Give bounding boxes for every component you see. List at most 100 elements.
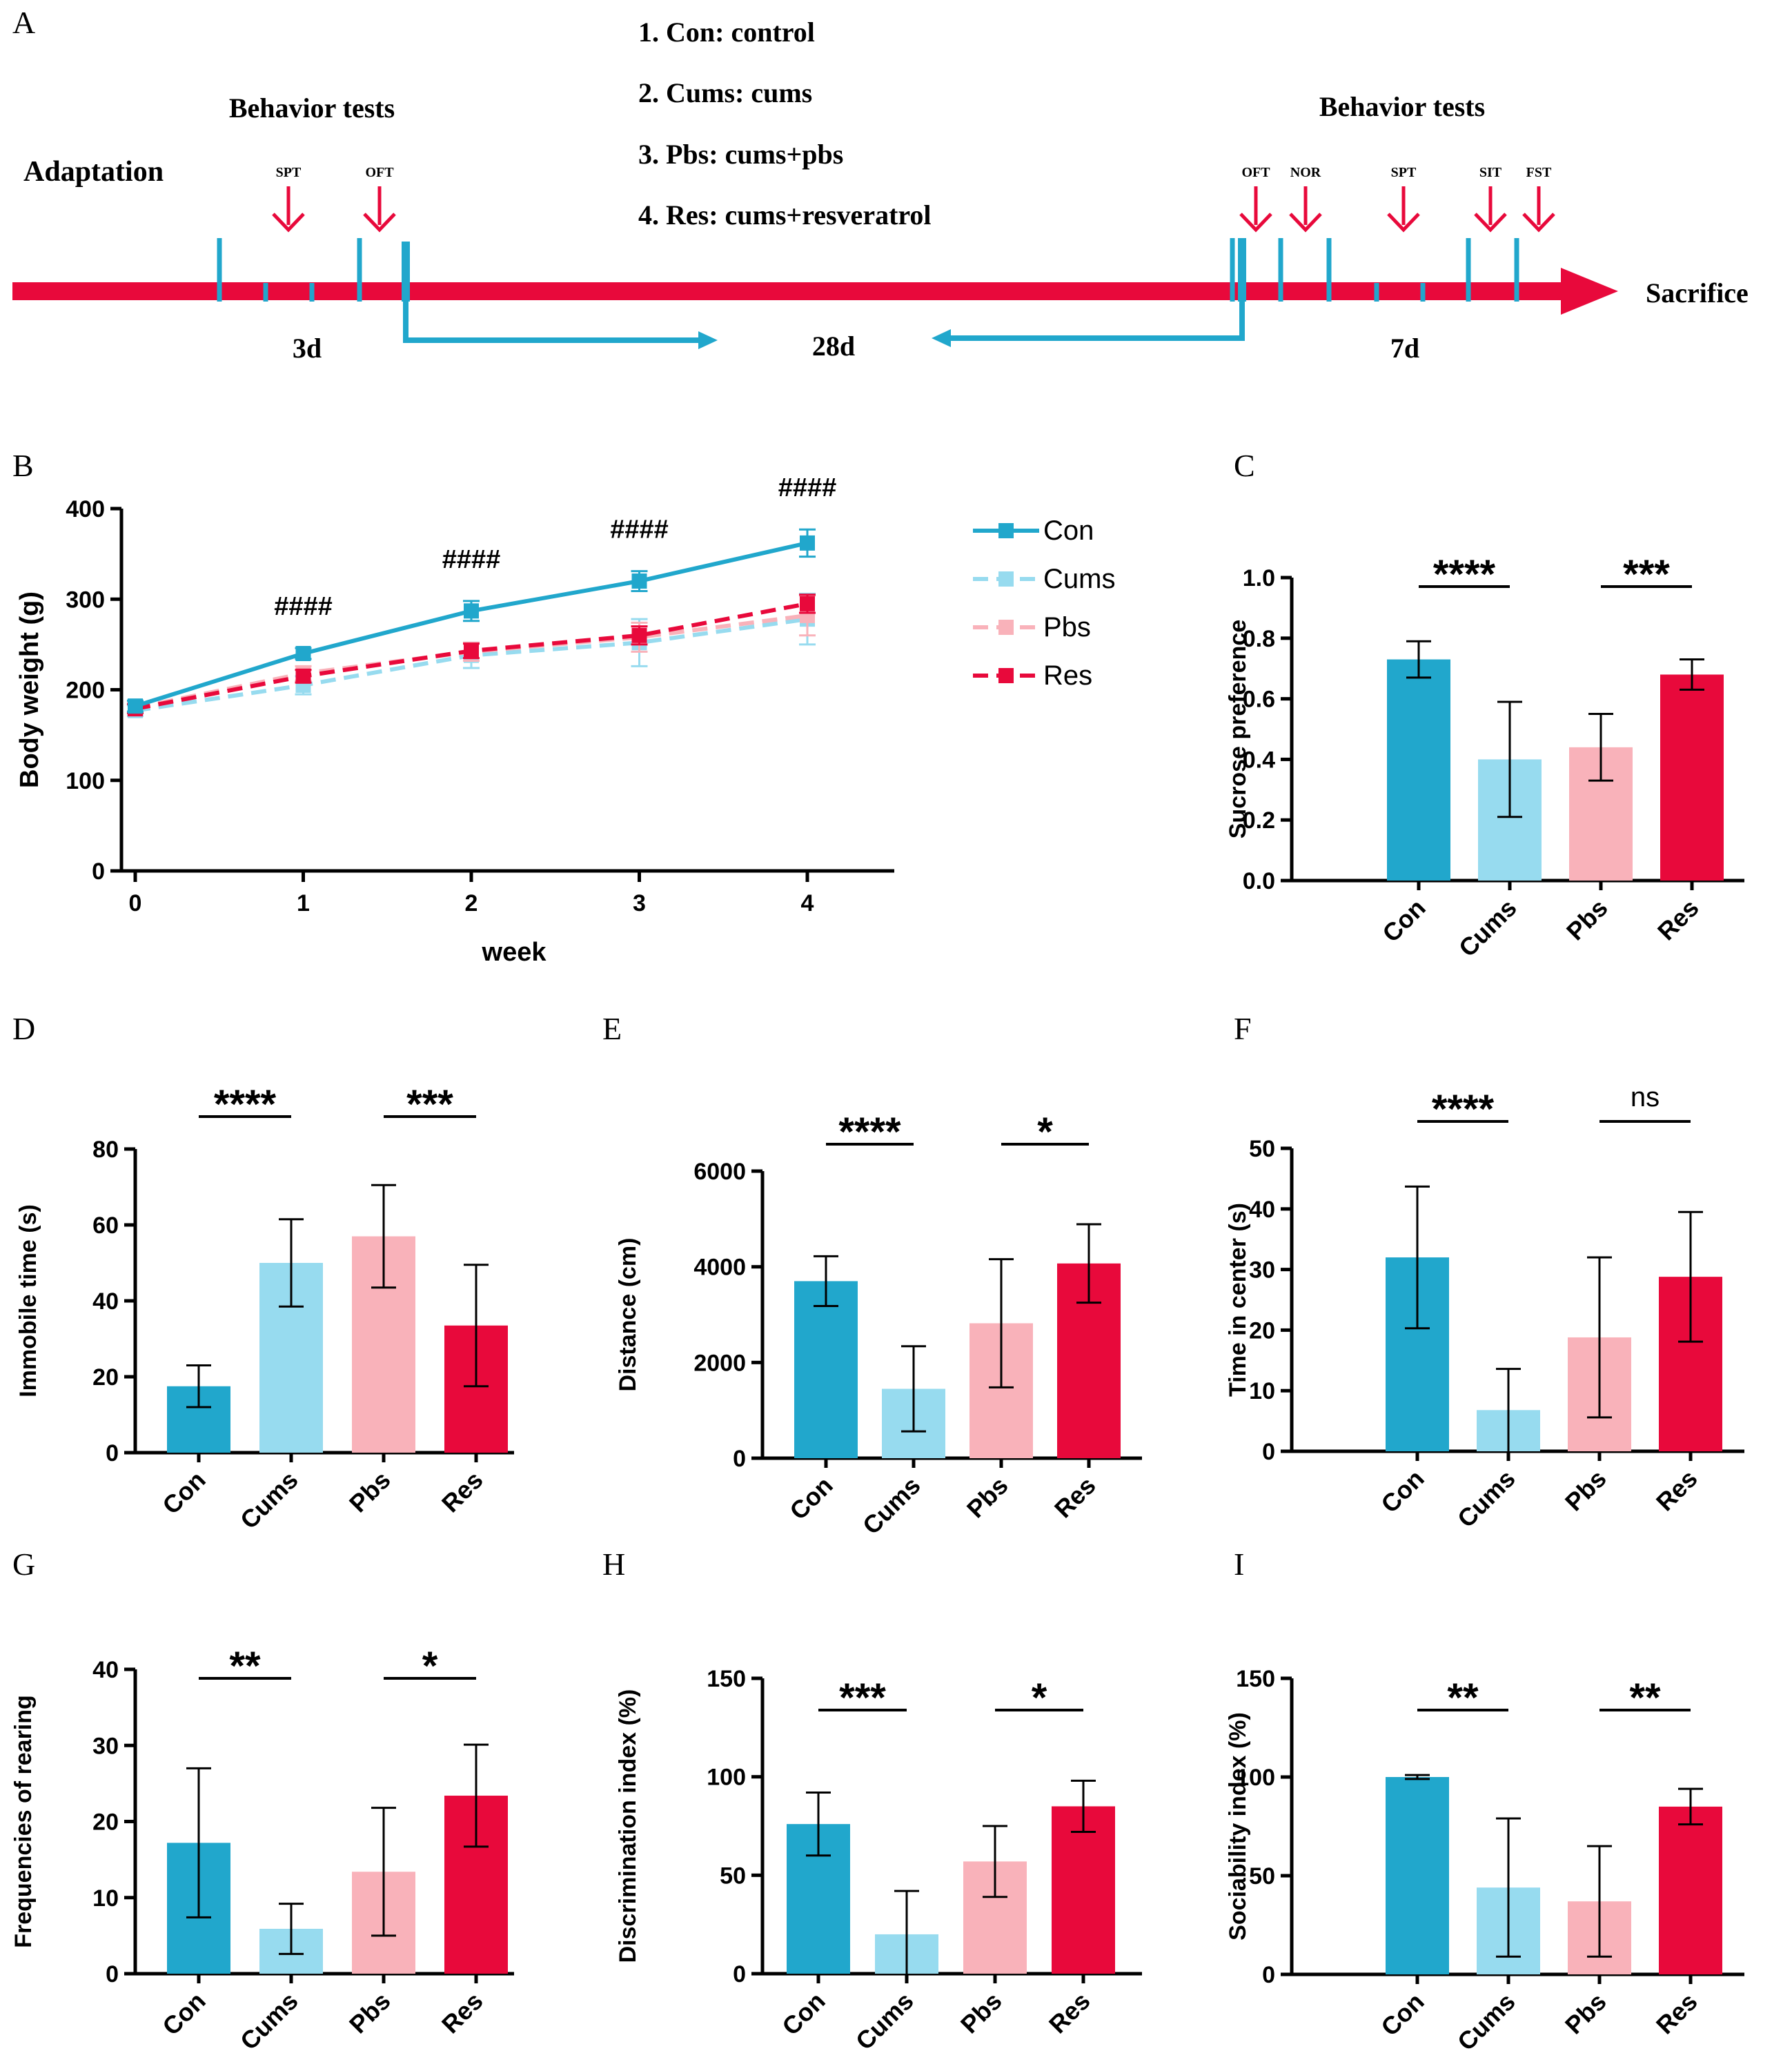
legend-marker-con — [998, 523, 1014, 538]
panel-letter: C — [1234, 448, 1255, 483]
bar-res — [1052, 1806, 1115, 1974]
y-tick-label: 0.8 — [1243, 626, 1275, 652]
y-tick-label: 20 — [92, 1364, 119, 1391]
panel-d-immobile-time: D 0 20 40 60 80 Immobile time (s) Con Cums Pbs Res… — [12, 1011, 514, 1534]
y-tick-label: 100 — [707, 1765, 746, 1791]
x-tick-label-con: Con — [776, 1987, 830, 2041]
panel-h-discrimination-index: H 0 50 100 150 Discrimination index (%) Con Cum… — [602, 1547, 1142, 2055]
y-tick-label: 400 — [66, 496, 105, 522]
significance-label: **** — [838, 1110, 901, 1155]
y-tick-label: 0 — [106, 1440, 119, 1466]
point-con — [464, 603, 479, 619]
legend-marker-cums — [998, 571, 1014, 587]
test-label-fst: FST — [1526, 165, 1552, 180]
x-tick-label-con: Con — [1377, 894, 1430, 948]
y-tick-label: 300 — [66, 587, 105, 613]
y-tick-label: 2000 — [693, 1350, 746, 1376]
y-tick-label: 200 — [66, 678, 105, 704]
significance-annotation: #### — [610, 516, 669, 544]
test-arrow-head — [1522, 213, 1555, 233]
bracket-right — [949, 242, 1245, 341]
significance-label: *** — [406, 1082, 453, 1127]
group-item-2: 2. Cums: cums — [638, 77, 812, 108]
point-con — [800, 535, 815, 551]
y-axis-label: Discrimination index (%) — [615, 1689, 641, 1963]
y-tick-label: 100 — [66, 768, 105, 794]
y-tick-label: 10 — [1249, 1378, 1275, 1404]
significance-label: * — [1032, 1676, 1047, 1720]
bar-res — [1659, 1806, 1722, 1974]
bracket-right-arrowhead — [932, 329, 951, 347]
panel-i-sociability-index: I 0 50 100 150 Sociability index (%) Con Cums Pb… — [1225, 1547, 1744, 2056]
y-tick-label: 40 — [92, 1288, 119, 1315]
x-tick-label-cums: Cums — [235, 1987, 304, 2056]
x-tick-label-pbs: Pbs — [1559, 1464, 1612, 1517]
x-tick-label-res: Res — [436, 1466, 489, 1518]
x-tick-label-pbs: Pbs — [344, 1987, 396, 2039]
y-tick-label: 6000 — [693, 1159, 746, 1185]
x-tick-label-pbs: Pbs — [1559, 1987, 1612, 2040]
test-label-oft: OFT — [365, 165, 394, 180]
test-arrow-head — [1289, 213, 1322, 233]
significance-label: ** — [1629, 1676, 1661, 1720]
bracket-left — [403, 243, 700, 343]
test-label-nor: NOR — [1290, 165, 1321, 180]
duration-3d: 3d — [293, 333, 322, 364]
test-label-sit: SIT — [1479, 165, 1502, 180]
test-arrow-head — [363, 213, 396, 233]
y-axis-label: Sociability index (%) — [1225, 1712, 1251, 1941]
point-pbs — [800, 607, 815, 623]
y-tick-label: 0 — [1262, 1439, 1275, 1465]
bar-res — [1660, 674, 1724, 881]
test-arrow-head — [1474, 213, 1507, 233]
behavior-tests-left-label: Behavior tests — [229, 92, 395, 124]
bar-con — [1386, 1777, 1449, 1974]
y-tick-label: 0.2 — [1243, 807, 1275, 834]
test-label-spt: SPT — [1391, 165, 1417, 180]
x-tick-label-cums: Cums — [1452, 1987, 1521, 2057]
y-tick-label: 4000 — [693, 1255, 746, 1281]
duration-28d: 28d — [812, 331, 855, 362]
legend-label-cums: Cums — [1043, 564, 1115, 594]
significance-label: *** — [839, 1676, 886, 1720]
y-tick-label: 50 — [720, 1863, 746, 1889]
bar-con — [794, 1281, 858, 1458]
legend-label-con: Con — [1043, 516, 1094, 546]
panel-f-time-in-center: F 0 10 20 30 40 50 Time in center (s) Con Cums Pbs… — [1225, 1011, 1744, 1533]
significance-label: **** — [1432, 1087, 1495, 1132]
group-item-3: 3. Pbs: cums+pbs — [638, 139, 843, 170]
y-tick-label: 40 — [92, 1657, 119, 1683]
point-con — [128, 698, 143, 714]
panel-letter: H — [602, 1547, 625, 1582]
legend-marker-res — [998, 668, 1014, 683]
x-tick-label: 2 — [465, 890, 478, 916]
timeline-bar — [12, 282, 1565, 300]
y-tick-label: 40 — [1249, 1197, 1275, 1223]
x-tick-label-cums: Cums — [857, 1471, 926, 1540]
x-tick-label-cums: Cums — [850, 1987, 919, 2056]
test-markers: SPT OFT OFT NOR SPT SIT FST — [272, 165, 1555, 233]
x-tick-label-pbs: Pbs — [344, 1466, 396, 1518]
x-tick-label-con: Con — [1375, 1464, 1429, 1518]
point-res — [295, 668, 311, 684]
significance-label: * — [1037, 1110, 1053, 1155]
adaptation-label: Adaptation — [23, 156, 164, 188]
panel-b-body-weight: B 0 100 200 300 400 0 1 2 3 4 week Body weight (g) ##… — [12, 448, 1115, 967]
y-tick-label: 0 — [106, 1961, 119, 1987]
x-tick-label-res: Res — [436, 1987, 489, 2039]
y-tick-label: 0.6 — [1243, 687, 1275, 713]
bar-con — [1387, 659, 1450, 881]
panel-letter: F — [1234, 1011, 1252, 1046]
significance-label: * — [422, 1644, 438, 1689]
x-tick-label: 3 — [633, 890, 646, 916]
y-axis-label: Body weight (g) — [15, 591, 44, 788]
group-item-1: 1. Con: control — [638, 17, 815, 48]
y-tick-label: 50 — [1249, 1863, 1275, 1890]
legend-label-pbs: Pbs — [1043, 612, 1091, 642]
y-axis-label: Frequencies of rearing — [10, 1695, 37, 1948]
y-axis-label: Sucrose preference — [1225, 620, 1251, 839]
point-res — [631, 627, 647, 643]
y-axis-label: Distance (cm) — [615, 1238, 641, 1392]
y-tick-label: 0 — [92, 858, 105, 885]
panel-a-timeline: A Behavior tests Adaptation 1. Con: cont… — [12, 5, 1749, 364]
